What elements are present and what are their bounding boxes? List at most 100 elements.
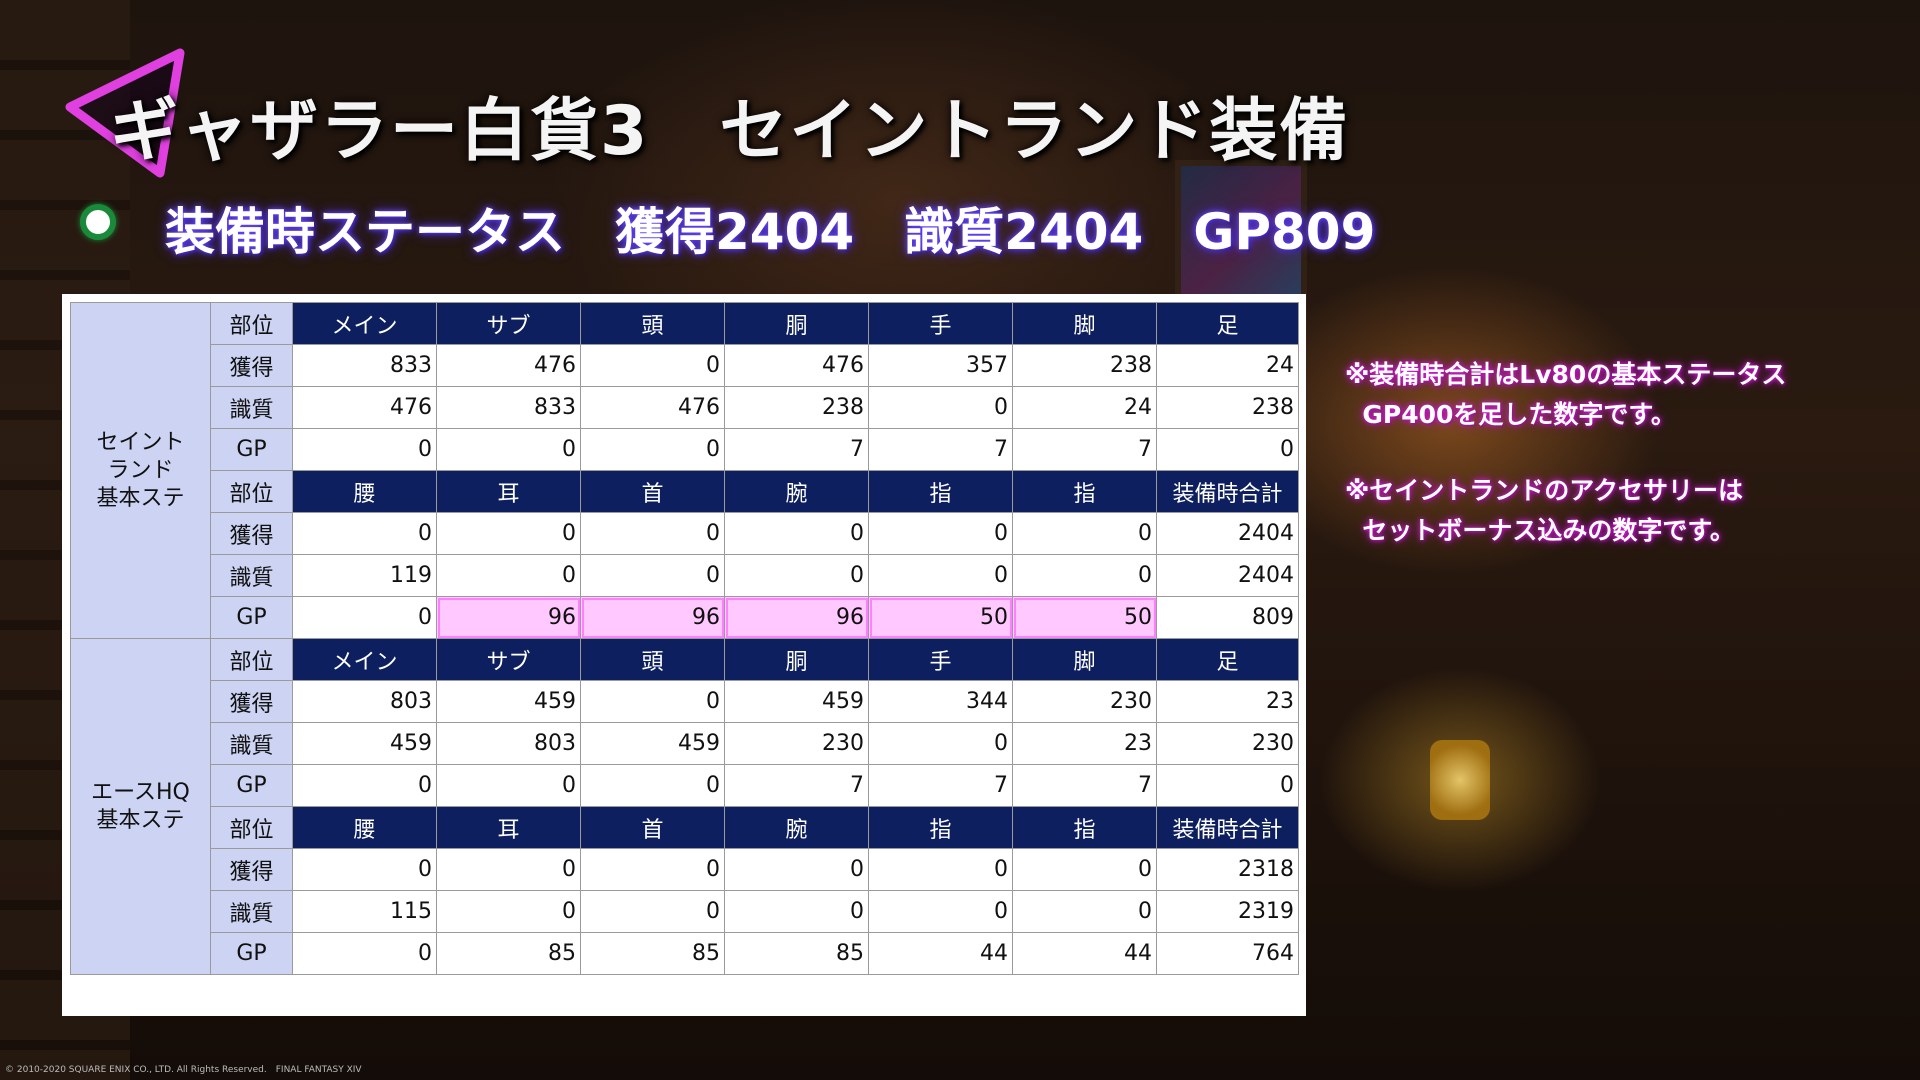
row-label-cell: 獲得: [210, 512, 293, 555]
column-header-cell: 耳: [436, 470, 581, 513]
table-cell: 96: [436, 596, 581, 639]
table-cell: 23: [1012, 722, 1157, 765]
table-cell: 0: [580, 344, 725, 387]
table-cell: 96: [724, 596, 869, 639]
table-row: 獲得 833 476 0 476 357 238 24: [71, 344, 1299, 387]
copyright-text: © 2010-2020 SQUARE ENIX CO., LTD. All Ri…: [5, 1065, 362, 1075]
table-row: GP 0 0 0 7 7 7 0: [71, 428, 1299, 471]
table-cell: 764: [1156, 932, 1299, 975]
column-header-cell: 首: [580, 470, 725, 513]
column-header-cell: 手: [868, 638, 1013, 681]
status-summary-text: 装備時ステータス 獲得2404 識質2404 GP809: [165, 203, 1376, 261]
table-cell: 809: [1156, 596, 1299, 639]
column-header-cell: 耳: [436, 806, 581, 849]
table-row: GP 0 0 0 7 7 7 0: [71, 764, 1299, 807]
gear-stats-table: セイント ランド 基本ステ 部位 メイン サブ頭胴手脚足獲得 833 476 0 476 357…: [70, 302, 1299, 975]
column-header-cell: サブ: [436, 638, 581, 681]
column-header-cell: 脚: [1012, 302, 1157, 345]
row-label-cell: 識質: [210, 890, 293, 933]
table-cell: 0: [724, 890, 869, 933]
row-label-cell: 部位: [210, 302, 293, 345]
column-header-cell: 腕: [724, 806, 869, 849]
column-header-cell: メイン: [292, 302, 437, 345]
column-header-cell: 足: [1156, 638, 1299, 681]
table-cell: 119: [292, 554, 437, 597]
table-cell: 476: [724, 344, 869, 387]
table-cell: 833: [436, 386, 581, 429]
column-header-cell: 腰: [292, 470, 437, 513]
table-cell: 230: [724, 722, 869, 765]
table-cell: 0: [724, 848, 869, 891]
table-cell: 0: [868, 848, 1013, 891]
circle-bullet-icon: [80, 204, 116, 240]
column-header-cell: 手: [868, 302, 1013, 345]
table-cell: 0: [292, 428, 437, 471]
table-row: 識質 119 0 0 0 0 0 2404: [71, 554, 1299, 597]
table-cell: 238: [1156, 386, 1299, 429]
table-cell: 50: [1012, 596, 1157, 639]
table-cell: 0: [292, 848, 437, 891]
table-cell: 7: [868, 764, 1013, 807]
table-cell: 2404: [1156, 554, 1299, 597]
table-header-row: セイント ランド 基本ステ 部位 メイン サブ頭胴手脚足: [70, 302, 1299, 639]
column-header-cell: 指: [1012, 806, 1157, 849]
row-label-cell: 獲得: [210, 680, 293, 723]
table-cell: 96: [580, 596, 725, 639]
table-cell: 7: [1012, 428, 1157, 471]
table-cell: 7: [1012, 764, 1157, 807]
table-cell: 85: [436, 932, 581, 975]
table-cell: 230: [1012, 680, 1157, 723]
table-cell: 344: [868, 680, 1013, 723]
table-cell: 115: [292, 890, 437, 933]
table-cell: 0: [580, 764, 725, 807]
row-label-cell: 獲得: [210, 848, 293, 891]
group-label: セイント ランド 基本ステ: [70, 302, 211, 639]
table-cell: 0: [1012, 890, 1157, 933]
table-cell: 476: [436, 344, 581, 387]
column-header-cell: 頭: [580, 302, 725, 345]
row-label-cell: 部位: [210, 470, 293, 513]
table-row: 獲得 803 459 0 459 344 230 23: [71, 680, 1299, 723]
table-cell: 0: [292, 596, 437, 639]
table-cell: 7: [724, 428, 869, 471]
table-cell: 0: [868, 722, 1013, 765]
table-cell: 85: [580, 932, 725, 975]
table-cell: 459: [580, 722, 725, 765]
column-header-cell: 首: [580, 806, 725, 849]
background-lamp: [1430, 740, 1490, 820]
table-body: セイント ランド 基本ステ 部位 メイン サブ頭胴手脚足獲得 833 476 0 476 357…: [70, 302, 1299, 975]
column-header-cell: 頭: [580, 638, 725, 681]
note-set-bonus: ※セイントランドのアクセサリーは セットボーナス込みの数字です。: [1345, 476, 1744, 545]
table-cell: 7: [868, 428, 1013, 471]
table-cell: 0: [292, 512, 437, 555]
table-cell: 0: [868, 554, 1013, 597]
row-label-cell: 識質: [210, 722, 293, 765]
table-cell: 0: [868, 890, 1013, 933]
table-cell: 0: [1012, 554, 1157, 597]
table-row: GP 0 85 85 85 44 44 764: [71, 932, 1299, 975]
column-header-cell: 腕: [724, 470, 869, 513]
table-cell: 0: [1156, 428, 1299, 471]
row-label-cell: GP: [210, 932, 293, 975]
row-label-cell: 獲得: [210, 344, 293, 387]
table-cell: 238: [1012, 344, 1157, 387]
table-row: GP 0 96 96 96 50 50 809: [71, 596, 1299, 639]
table-cell: 24: [1012, 386, 1157, 429]
table-cell: 0: [868, 512, 1013, 555]
table-cell: 0: [436, 848, 581, 891]
table-header-row: エースHQ 基本ステ 部位 メイン サブ頭胴手脚足: [70, 638, 1299, 975]
table-header-row: 部位腰耳首腕指指装備時合計: [71, 806, 1299, 849]
column-header-cell: 脚: [1012, 638, 1157, 681]
table-cell: 476: [580, 386, 725, 429]
table-cell: 0: [580, 428, 725, 471]
table-cell: 7: [724, 764, 869, 807]
table-cell: 0: [580, 680, 725, 723]
row-label-cell: 識質: [210, 386, 293, 429]
table-cell: 0: [580, 512, 725, 555]
table-row: 獲得 0 0 0 0 0 0 2318: [71, 848, 1299, 891]
table-cell: 2319: [1156, 890, 1299, 933]
table-cell: 459: [436, 680, 581, 723]
row-label-cell: GP: [210, 764, 293, 807]
table-cell: 0: [580, 890, 725, 933]
column-header-cell: 胴: [724, 302, 869, 345]
